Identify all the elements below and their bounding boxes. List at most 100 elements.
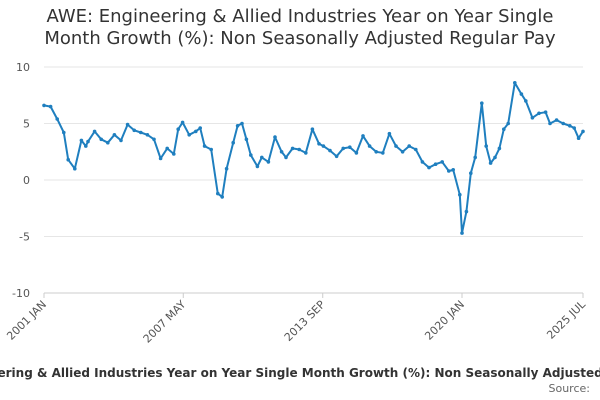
data-point: [458, 192, 462, 197]
data-point: [414, 147, 418, 152]
data-point: [473, 155, 478, 160]
data-point: [194, 129, 198, 134]
data-point: [367, 144, 372, 148]
data-point: [420, 160, 425, 164]
data-point: [321, 144, 326, 148]
x-axis-ticks: 2001 JAN 2007 MAY 2013 SEP 2020 JAN 2025 JUL: [4, 293, 589, 346]
data-point: [354, 151, 359, 155]
line-chart: 10 5 0 -5 -10 2001 JAN 2007 MAY 2013 SEP 2020 J…: [4, 61, 589, 346]
data-point: [231, 140, 235, 145]
data-point: [198, 126, 202, 130]
data-point: [79, 138, 84, 143]
data-point: [284, 155, 288, 160]
y-tick-label: 10: [16, 61, 30, 74]
data-point: [348, 145, 352, 149]
data-point: [172, 152, 176, 156]
data-point: [497, 146, 502, 151]
data-point: [224, 166, 229, 171]
data-point: [572, 126, 576, 130]
data-point: [235, 124, 240, 128]
data-point: [464, 209, 469, 214]
data-point: [99, 137, 103, 142]
data-point: [273, 135, 277, 139]
data-point: [255, 164, 260, 169]
data-point: [581, 129, 585, 134]
series-line: [43, 81, 584, 235]
data-point: [42, 103, 46, 108]
data-point: [554, 118, 559, 122]
chart-title: AWE: Engineering & Allied Industries Yea…: [0, 6, 600, 50]
data-point: [561, 121, 565, 126]
data-point: [440, 160, 445, 164]
data-point: [341, 146, 346, 151]
data-point: [304, 151, 308, 155]
data-point: [537, 111, 541, 116]
data-point: [180, 120, 185, 125]
data-point: [216, 191, 220, 196]
legend-series-label: AWE: Engineering & Allied Industries Yea…: [0, 366, 600, 380]
data-point: [502, 127, 506, 131]
data-point: [374, 150, 379, 154]
x-tick-label: 2020 JAN: [422, 298, 467, 343]
data-point: [244, 137, 249, 142]
x-tick-label: 2007 MAY: [141, 298, 189, 346]
chart-footer: AWE: Engineering & Allied Industries Yea…: [0, 366, 600, 400]
data-point: [530, 116, 535, 120]
data-point: [427, 165, 431, 170]
data-point: [488, 161, 493, 165]
data-point: [176, 127, 180, 131]
data-point: [165, 146, 169, 151]
data-point: [460, 231, 464, 235]
data-point: [548, 121, 552, 126]
data-point: [433, 162, 438, 166]
data-point: [543, 110, 548, 114]
data-point: [145, 133, 150, 137]
data-point: [48, 104, 53, 109]
data-point: [297, 147, 302, 152]
data-point: [86, 139, 90, 144]
chart-title-line-1: AWE: Engineering & Allied Industries Yea…: [46, 6, 554, 27]
data-point: [209, 147, 213, 152]
data-point: [260, 155, 264, 160]
y-tick-label: -10: [12, 287, 30, 300]
data-point: [249, 153, 253, 157]
data-point: [119, 138, 123, 143]
data-point: [328, 148, 332, 153]
x-tick-label: 2025 JUL: [544, 297, 588, 341]
data-point: [62, 130, 66, 135]
data-point: [484, 144, 489, 148]
chart-title-line-2: Month Growth (%): Non Seasonally Adjuste…: [44, 28, 556, 49]
data-point: [451, 168, 456, 172]
data-point: [447, 169, 451, 173]
data-point: [310, 127, 315, 131]
data-point: [480, 101, 484, 105]
data-point: [469, 171, 473, 175]
data-point: [290, 146, 295, 151]
data-point: [84, 144, 88, 148]
data-point: [400, 150, 405, 154]
data-point: [513, 81, 517, 85]
data-point: [158, 156, 163, 161]
data-point: [387, 131, 392, 136]
series-group: [42, 81, 585, 235]
y-tick-label: 0: [23, 174, 30, 187]
y-tick-label: -5: [19, 231, 30, 244]
data-point: [112, 133, 117, 137]
data-point: [361, 134, 365, 138]
data-point: [519, 92, 524, 96]
data-point: [202, 144, 207, 148]
data-point: [73, 166, 77, 171]
data-point: [568, 124, 572, 128]
data-point: [92, 129, 97, 134]
data-point: [66, 157, 70, 162]
data-point: [381, 151, 385, 155]
data-point: [394, 144, 398, 148]
y-tick-label: 5: [23, 118, 30, 131]
source-label: Source:: [548, 382, 591, 395]
data-point: [55, 117, 59, 121]
data-point: [493, 155, 497, 160]
data-point: [240, 121, 244, 126]
data-point: [220, 195, 224, 199]
data-point: [125, 122, 130, 127]
data-point: [152, 137, 156, 142]
